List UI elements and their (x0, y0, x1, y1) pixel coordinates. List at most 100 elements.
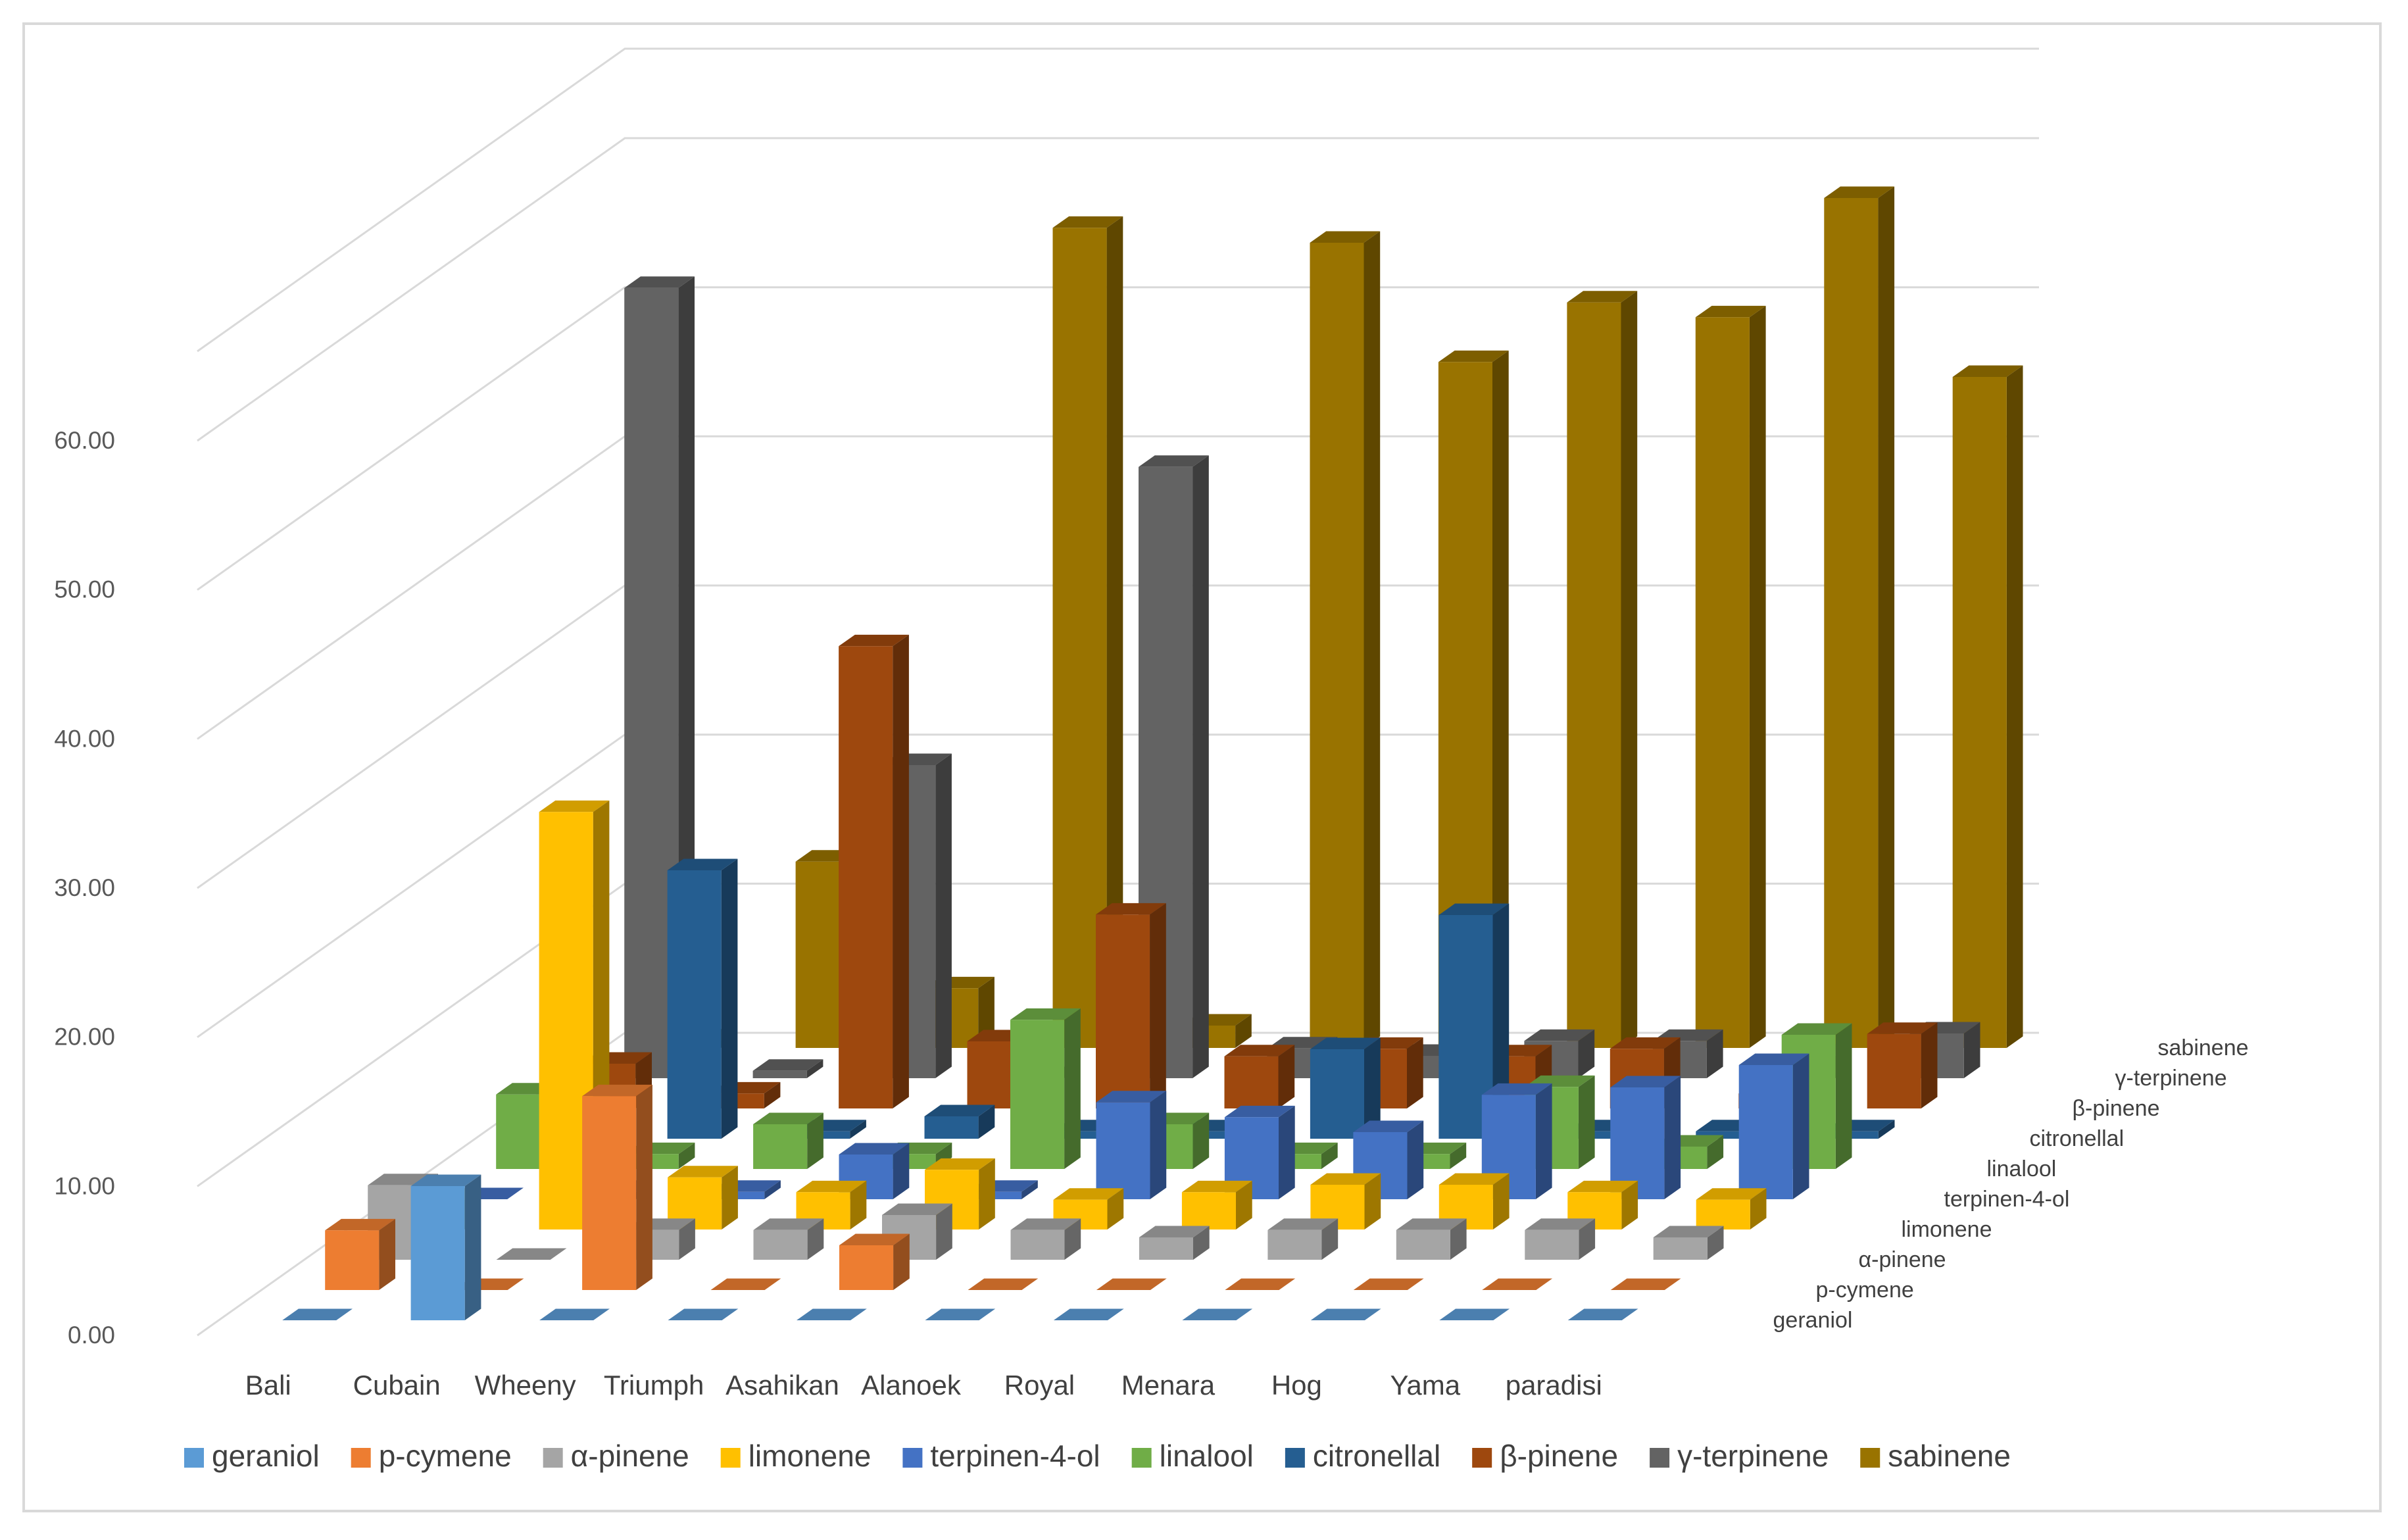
bar-sabinene-paradisi (1952, 365, 2023, 1048)
bar-α-pinene-Menara (1267, 1218, 1339, 1260)
bar-α-pinene-Cubain (496, 1248, 567, 1260)
x-tick-label: Cubain (353, 1370, 441, 1401)
legend-label: p-cymene (379, 1439, 512, 1473)
bar-geraniol-paradisi (1567, 1308, 1638, 1320)
bar-citronellal-Triumph (924, 1105, 995, 1139)
bar-terpinen-4-ol-paradisi (1738, 1053, 1809, 1199)
bar-sabinene-Menara (1567, 291, 1638, 1049)
gridline (197, 286, 2039, 591)
legend-swatch (720, 1448, 741, 1468)
bar-limonene-Royal (1181, 1180, 1252, 1230)
bar-linalool-Wheeny (753, 1112, 823, 1169)
legend-item: α-pinene (543, 1439, 689, 1473)
legend-item: β-pinene (1472, 1439, 1618, 1473)
x-axis-ticks: Bali Cubain Wheeny Triumph Asahikan Alanoek Ro… (245, 1370, 1602, 1401)
bar-α-pinene-paradisi (1653, 1226, 1724, 1260)
legend-swatch (1131, 1448, 1152, 1468)
legend-swatch (1285, 1448, 1305, 1468)
bar-geraniol-Menara (1182, 1308, 1253, 1320)
bar-geraniol-Bali (282, 1308, 353, 1320)
bar-geraniol-Asahikan (797, 1308, 867, 1320)
depth-axis-ticks: geraniol p-cymene α-pinene limonene terpinen… (1773, 1035, 2249, 1333)
x-tick-label: Alanoek (861, 1370, 962, 1401)
bars-layer (282, 186, 2023, 1320)
legend-label: β-pinene (1500, 1439, 1618, 1473)
bar-limonene-Asahikan (925, 1158, 995, 1230)
bar-β-pinene-Asahikan (1096, 903, 1166, 1108)
depth-tick-label: linalool (1987, 1156, 2057, 1181)
bar-α-pinene-Royal (1139, 1226, 1210, 1260)
bar-geraniol-Yama (1439, 1308, 1510, 1320)
x-tick-label: Asahikan (725, 1370, 839, 1401)
legend-swatch (1650, 1448, 1670, 1468)
bar-linalool-Asahikan (1010, 1008, 1081, 1169)
bar-β-pinene-Alanoek (1224, 1045, 1295, 1108)
bar-α-pinene-Yama (1525, 1218, 1596, 1260)
y-tick-label: 20.00 (54, 1024, 115, 1051)
bar-sabinene-Hog (1695, 305, 1766, 1048)
depth-tick-label: p-cymene (1816, 1278, 1914, 1303)
depth-tick-label: citronellal (2030, 1126, 2125, 1151)
legend-item: p-cymene (351, 1439, 512, 1473)
bar-p-cymene-Asahikan (839, 1233, 910, 1290)
legend-label: terpinen-4-ol (930, 1439, 1100, 1473)
depth-tick-label: terpinen-4-ol (1944, 1187, 2070, 1212)
x-tick-label: Bali (245, 1370, 291, 1401)
depth-tick-label: α-pinene (1859, 1247, 1946, 1272)
bar-p-cymene-Hog (1353, 1278, 1424, 1290)
bar-terpinen-4-ol-Hog (1481, 1083, 1552, 1199)
bar-limonene-Alanoek (1053, 1188, 1124, 1230)
bar-geraniol-Hog (1310, 1308, 1381, 1320)
bar-terpinen-4-ol-Yama (1610, 1076, 1681, 1199)
bar-γ-terpinene-Cubain (752, 1059, 823, 1078)
legend-item: citronellal (1285, 1439, 1440, 1473)
bar-sabinene-Alanoek (1310, 231, 1381, 1048)
depth-tick-label: β-pinene (2073, 1096, 2160, 1121)
y-tick-label: 10.00 (54, 1172, 115, 1199)
y-axis-ticks: 0.00 10.00 20.00 30.00 40.00 50.00 60.00 (54, 427, 115, 1349)
bar-terpinen-4-ol-Royal (1224, 1105, 1295, 1199)
legend-label: linalool (1160, 1439, 1254, 1473)
legend: geraniol p-cymene α-pinene limonene terpinen… (184, 1439, 2011, 1473)
bar-sabinene-Triumph (1052, 216, 1123, 1048)
bar-geraniol-Royal (1053, 1308, 1124, 1320)
legend-swatch (351, 1448, 371, 1468)
bar-α-pinene-Hog (1396, 1218, 1467, 1260)
bar-p-cymene-Royal (1096, 1278, 1167, 1290)
x-tick-label: Menara (1121, 1370, 1216, 1401)
legend-label: α-pinene (571, 1439, 689, 1473)
legend-label: γ-terpinene (1677, 1439, 1829, 1473)
depth-tick-label: sabinene (2158, 1035, 2249, 1060)
bar-geraniol-Alanoek (925, 1308, 996, 1320)
gridline (197, 47, 2039, 353)
x-tick-label: Hog (1271, 1370, 1322, 1401)
legend-swatch (184, 1448, 204, 1468)
bar-limonene-paradisi (1696, 1188, 1767, 1230)
bar-limonene-Menara (1310, 1173, 1381, 1230)
depth-tick-label: geraniol (1773, 1308, 1853, 1333)
legend-label: sabinene (1888, 1439, 2011, 1473)
legend-item: γ-terpinene (1650, 1439, 1829, 1473)
y-tick-label: 50.00 (54, 576, 115, 603)
bar-α-pinene-Alanoek (1010, 1218, 1081, 1260)
bar-citronellal-Cubain (667, 858, 738, 1139)
bar-p-cymene-Menara (1225, 1278, 1296, 1290)
legend-item: sabinene (1860, 1439, 2011, 1473)
bar-limonene-Wheeny (668, 1166, 738, 1230)
legend-item: terpinen-4-ol (902, 1439, 1100, 1473)
x-tick-label: paradisi (1506, 1370, 1602, 1401)
bar-p-cymene-Yama (1482, 1278, 1553, 1290)
depth-tick-label: γ-terpinene (2115, 1066, 2227, 1091)
bar-p-cymene-Bali (325, 1218, 395, 1290)
bar-terpinen-4-ol-Alanoek (1096, 1091, 1167, 1199)
legend-swatch (543, 1448, 563, 1468)
bar-β-pinene-Wheeny (839, 634, 909, 1108)
legend-label: citronellal (1313, 1439, 1440, 1473)
legend-item: geraniol (184, 1439, 320, 1473)
legend-swatch (902, 1448, 923, 1468)
x-tick-label: Triumph (604, 1370, 704, 1401)
bar-geraniol-Triumph (668, 1308, 739, 1320)
legend-item: limonene (720, 1439, 871, 1473)
bar-geraniol-Cubain (410, 1174, 481, 1320)
x-tick-label: Yama (1390, 1370, 1461, 1401)
